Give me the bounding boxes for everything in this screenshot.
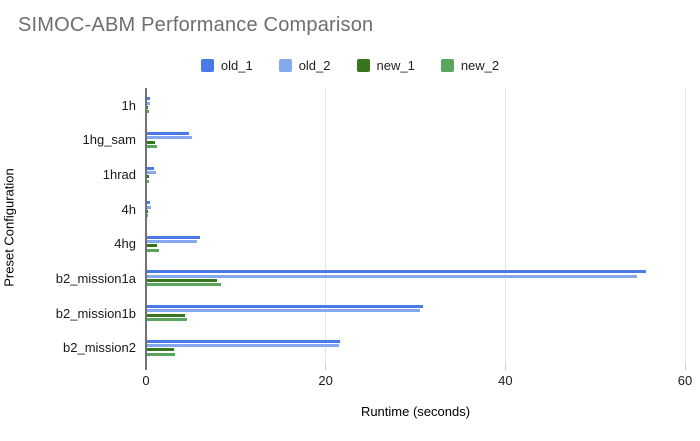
bar-old_2[interactable] — [147, 240, 198, 244]
x-tick-label: 40 — [498, 373, 513, 388]
bar-new_2[interactable] — [147, 248, 159, 252]
x-axis-title: Runtime (seconds) — [360, 404, 471, 419]
x-tick-label: 0 — [142, 373, 150, 388]
category-label: 4hg — [114, 236, 136, 252]
bar-new_1[interactable] — [147, 279, 218, 283]
x-tick-label: 20 — [318, 373, 333, 388]
bar-old_1[interactable] — [147, 305, 423, 309]
gridline — [504, 88, 506, 365]
bar-new_1[interactable] — [147, 244, 157, 248]
legend-label: old_2 — [298, 58, 331, 73]
bar-new_1[interactable] — [147, 348, 174, 352]
category-label: b2_mission1b — [55, 305, 136, 321]
legend-item-old-2[interactable]: old_2 — [278, 58, 331, 73]
legend-item-new-1[interactable]: new_1 — [356, 58, 415, 73]
bar-old_1[interactable] — [147, 97, 150, 101]
plot-area: 0 20 40 60 1h 1hg_sam 1hrad 4h 4hg b2_mission1a b2… — [0, 88, 700, 388]
axis-tick — [504, 365, 506, 370]
legend-label: new_2 — [460, 58, 500, 73]
bar-old_1[interactable] — [147, 235, 200, 239]
bar-new_2[interactable] — [147, 352, 175, 356]
legend: old_1 old_2 new_1 new_2 — [0, 58, 700, 73]
bar-new_2[interactable] — [147, 110, 149, 114]
category-label: 4h — [121, 201, 136, 217]
bar-new_1[interactable] — [147, 140, 156, 144]
bar-old_1[interactable] — [147, 166, 155, 170]
x-axis-baseline — [145, 88, 147, 370]
bar-old_1[interactable] — [147, 131, 190, 135]
bar-old_2[interactable] — [147, 205, 151, 209]
bar-new_2[interactable] — [147, 214, 148, 218]
legend-item-new-2[interactable]: new_2 — [440, 58, 500, 73]
chart-title: SIMOC-ABM Performance Comparison — [18, 14, 374, 36]
bar-new_1[interactable] — [147, 209, 148, 213]
bar-new_2[interactable] — [147, 179, 149, 183]
category-label: 1hrad — [102, 167, 136, 183]
bar-new_2[interactable] — [147, 283, 221, 287]
category-label: 1h — [121, 97, 136, 113]
bar-new_1[interactable] — [147, 175, 149, 179]
bar-old_1[interactable] — [147, 339, 341, 343]
bar-old_2[interactable] — [147, 170, 156, 174]
category-label: b2_mission1a — [55, 270, 136, 286]
bar-old_2[interactable] — [147, 344, 340, 348]
bar-old_2[interactable] — [147, 101, 150, 105]
bar-new_1[interactable] — [147, 105, 148, 109]
y-axis-title: Preset Configuration — [1, 168, 17, 287]
bar-new_2[interactable] — [147, 318, 187, 321]
axis-tick — [325, 365, 327, 370]
bar-old_2[interactable] — [147, 136, 192, 140]
bar-old_2[interactable] — [147, 309, 421, 313]
legend-swatch-new-2 — [440, 59, 454, 72]
bar-old_1[interactable] — [147, 201, 150, 205]
gridline — [325, 88, 327, 365]
axis-tick — [684, 365, 686, 370]
x-tick-label: 60 — [677, 373, 693, 388]
legend-swatch-old-1 — [200, 59, 214, 72]
legend-swatch-new-1 — [356, 59, 370, 72]
bar-new_1[interactable] — [147, 313, 185, 317]
gridline — [684, 88, 686, 365]
category-label: b2_mission2 — [63, 340, 136, 356]
legend-item-old-1[interactable]: old_1 — [200, 58, 253, 73]
bar-new_2[interactable] — [147, 144, 157, 148]
legend-label: old_1 — [220, 58, 253, 73]
bar-old_1[interactable] — [147, 270, 646, 274]
bar-old_2[interactable] — [147, 274, 638, 278]
legend-label: new_1 — [376, 58, 415, 73]
legend-swatch-old-2 — [278, 59, 292, 72]
category-label: 1hg_sam — [82, 132, 136, 148]
